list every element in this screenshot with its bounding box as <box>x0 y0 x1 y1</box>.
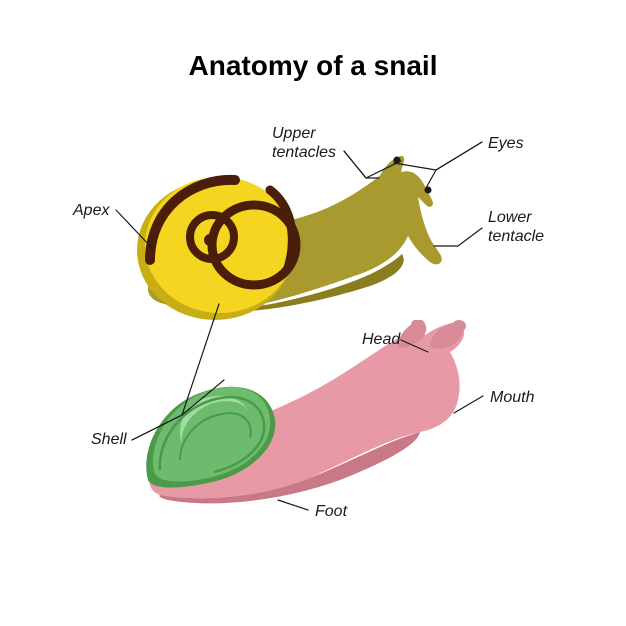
label-eyes: Eyes <box>488 134 524 153</box>
label-upper-tentacles: Upper tentacles <box>272 124 336 162</box>
label-mouth: Mouth <box>490 388 534 407</box>
leader-lines <box>0 0 626 626</box>
label-shell: Shell <box>91 430 127 449</box>
label-foot: Foot <box>315 502 347 521</box>
label-lower-tentacle: Lower tentacle <box>488 208 544 246</box>
diagram-canvas: Anatomy of a snail <box>0 0 626 626</box>
label-apex: Apex <box>73 201 109 220</box>
label-head: Head <box>362 330 400 349</box>
